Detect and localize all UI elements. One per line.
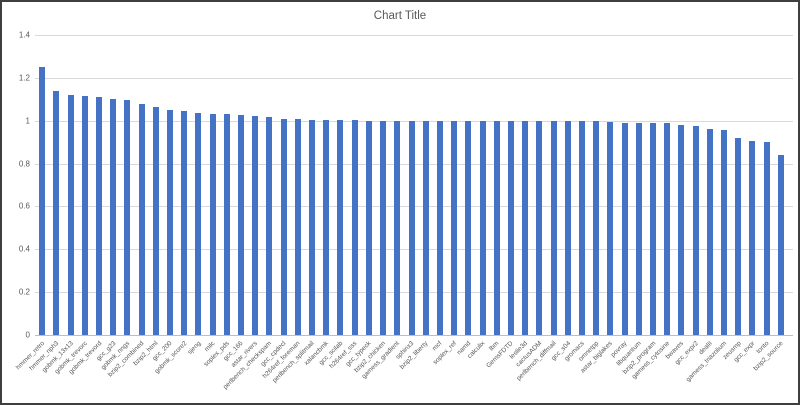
bar[interactable]: [635, 122, 642, 335]
bar[interactable]: [777, 154, 784, 335]
bar[interactable]: [422, 120, 429, 335]
bar[interactable]: [39, 67, 46, 335]
bar[interactable]: [706, 129, 713, 335]
bar[interactable]: [294, 118, 301, 335]
bar[interactable]: [166, 109, 173, 335]
bar[interactable]: [749, 141, 756, 335]
bar[interactable]: [124, 100, 131, 335]
bar[interactable]: [507, 120, 514, 335]
bar[interactable]: [252, 116, 259, 335]
bar[interactable]: [365, 120, 372, 335]
bar[interactable]: [493, 120, 500, 335]
y-tick-label: 0.4: [18, 244, 30, 254]
bar[interactable]: [621, 122, 628, 335]
bar[interactable]: [337, 120, 344, 335]
bar[interactable]: [607, 121, 614, 335]
bar[interactable]: [536, 120, 543, 335]
bar[interactable]: [380, 120, 387, 335]
bar[interactable]: [53, 90, 60, 335]
bar[interactable]: [195, 113, 202, 335]
gridline: [35, 77, 793, 79]
bar[interactable]: [451, 120, 458, 335]
bar[interactable]: [138, 103, 145, 335]
bar[interactable]: [152, 106, 159, 335]
bar[interactable]: [436, 120, 443, 335]
bar[interactable]: [223, 114, 230, 335]
bar[interactable]: [280, 118, 287, 335]
bar[interactable]: [309, 119, 316, 335]
bar[interactable]: [593, 121, 600, 335]
bar[interactable]: [209, 114, 216, 335]
gridline: [35, 34, 793, 36]
y-tick-label: 0.6: [18, 201, 30, 211]
bar[interactable]: [351, 120, 358, 335]
bar[interactable]: [763, 142, 770, 335]
bar[interactable]: [238, 115, 244, 335]
bar[interactable]: [67, 94, 74, 335]
bar[interactable]: [564, 120, 571, 335]
y-tick-label: 1: [25, 116, 30, 126]
bar[interactable]: [650, 122, 657, 335]
bar[interactable]: [479, 120, 486, 335]
bar[interactable]: [266, 117, 273, 335]
y-tick-label: 1.2: [18, 73, 30, 83]
bar[interactable]: [81, 96, 88, 335]
y-tick-label: 0.2: [18, 287, 30, 297]
bar[interactable]: [721, 130, 728, 335]
bar[interactable]: [394, 120, 401, 335]
y-tick-label: 0: [25, 330, 30, 340]
bar[interactable]: [578, 120, 585, 335]
bar[interactable]: [664, 123, 671, 335]
y-tick-label: 1.4: [18, 30, 30, 40]
bar[interactable]: [550, 120, 557, 335]
bar[interactable]: [522, 120, 529, 335]
chart-title[interactable]: Chart Title: [373, 10, 427, 22]
x-axis-line: [35, 335, 793, 336]
bar[interactable]: [692, 126, 699, 335]
bar[interactable]: [323, 120, 330, 335]
bar[interactable]: [465, 120, 472, 335]
bar[interactable]: [181, 111, 188, 335]
bar[interactable]: [95, 97, 102, 335]
bar[interactable]: [110, 99, 117, 335]
bar[interactable]: [735, 137, 742, 335]
bar[interactable]: [408, 120, 415, 335]
y-tick-label: 0.8: [18, 159, 30, 169]
bar[interactable]: [678, 124, 685, 335]
